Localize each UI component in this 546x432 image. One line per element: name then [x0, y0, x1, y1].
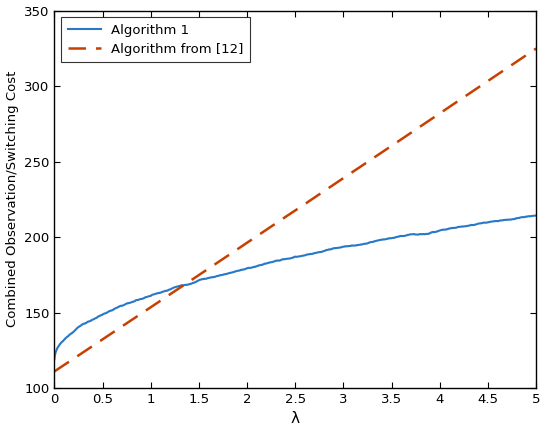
- Line: Algorithm 1: Algorithm 1: [55, 216, 536, 359]
- Algorithm from [12]: [100, 336, 107, 341]
- Algorithm from [12]: [51, 369, 58, 374]
- Algorithm 1: [427, 231, 434, 236]
- Algorithm 1: [533, 213, 539, 218]
- Algorithm from [12]: [533, 46, 539, 51]
- Algorithm from [12]: [382, 147, 389, 152]
- Algorithm from [12]: [436, 111, 442, 117]
- Algorithm 1: [263, 261, 270, 266]
- Algorithm from [12]: [263, 227, 270, 232]
- X-axis label: λ: λ: [291, 411, 300, 426]
- Algorithm 1: [100, 311, 107, 317]
- Algorithm 1: [436, 228, 442, 233]
- Algorithm from [12]: [246, 239, 252, 244]
- Line: Algorithm from [12]: Algorithm from [12]: [55, 48, 536, 372]
- Algorithm from [12]: [427, 118, 434, 123]
- Legend: Algorithm 1, Algorithm from [12]: Algorithm 1, Algorithm from [12]: [61, 17, 250, 63]
- Algorithm 1: [382, 237, 389, 242]
- Y-axis label: Combined Observation/Switching Cost: Combined Observation/Switching Cost: [5, 71, 19, 327]
- Algorithm 1: [51, 357, 58, 362]
- Algorithm 1: [246, 265, 252, 270]
